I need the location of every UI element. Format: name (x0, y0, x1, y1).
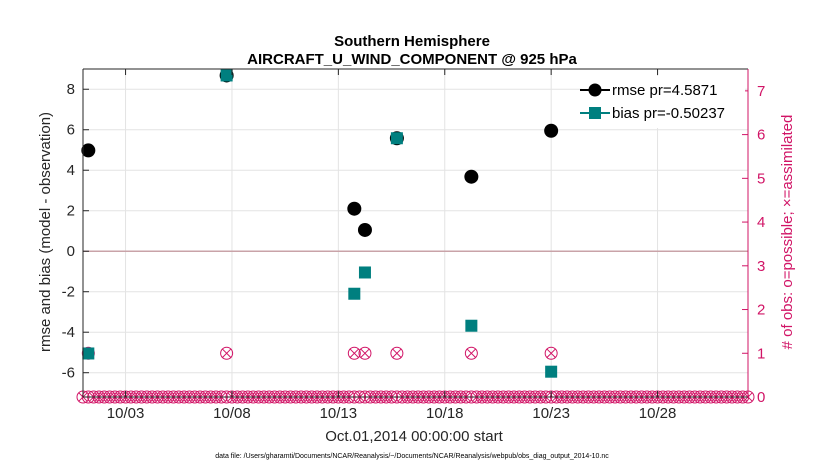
y-tick-label: 2 (67, 203, 75, 220)
y-tick-label: 4 (67, 162, 75, 179)
y-tick-label: 6 (67, 122, 75, 139)
obs-assimilated-marker (546, 348, 556, 358)
bias-point (348, 287, 361, 300)
bias-point (82, 347, 95, 360)
legend: rmse pr=4.5871 bias pr=-0.50237 (580, 76, 745, 128)
rmse-point (544, 123, 559, 138)
x-tick-label: 10/08 (213, 405, 251, 422)
bias-point (390, 132, 403, 145)
y-axis-label: rmse and bias (model - observation) (37, 112, 54, 352)
obs-possible-marker (464, 346, 478, 360)
y2-tick-label: 5 (757, 170, 765, 187)
data-series (81, 68, 559, 378)
legend-rmse-label: rmse pr=4.5871 (612, 82, 717, 99)
legend-box (582, 76, 745, 128)
obs-possible-marker (358, 346, 372, 360)
data-file-footnote: data file: /Users/gharamti/Documents/NCA… (215, 453, 609, 460)
rmse-point (464, 169, 479, 184)
y2-axis-label: # of obs: o=possible; ×=assimilated (779, 115, 796, 350)
rmse-point (347, 201, 362, 216)
chart-title: Southern Hemisphere (334, 33, 490, 50)
x-tick-label: 10/13 (320, 405, 358, 422)
x-axis-label: Oct.01,2014 00:00:00 start (325, 428, 503, 445)
obs-assimilated-marker (222, 348, 232, 358)
legend-bias-label: bias pr=-0.50237 (612, 105, 725, 122)
y-tick-label: -6 (62, 365, 75, 382)
y-tick-label: 8 (67, 81, 75, 98)
obs-possible-marker (390, 346, 404, 360)
obs-possible-marker (347, 346, 361, 360)
axes (82, 68, 749, 398)
legend-rmse-marker (588, 83, 602, 97)
x-tick-label: 10/03 (107, 405, 145, 422)
x-tick-label: 10/18 (426, 405, 464, 422)
y-tick-label: -2 (62, 284, 75, 301)
x-tick-label: 10/23 (532, 405, 570, 422)
y2-tick-label: 0 (757, 389, 765, 406)
y2-tick-label: 2 (757, 302, 765, 319)
bias-point (220, 69, 233, 82)
x-tick-label: 10/28 (639, 405, 677, 422)
y-tick-label: -4 (62, 324, 75, 341)
rmse-point (357, 222, 372, 237)
y2-tick-label: 6 (757, 127, 765, 144)
obs-assimilated-marker (349, 348, 359, 358)
bias-point (358, 266, 371, 279)
y2-tick-label: 7 (757, 83, 765, 100)
chart-subtitle: AIRCRAFT_U_WIND_COMPONENT @ 925 hPa (247, 51, 577, 68)
obs-possible-marker (220, 346, 234, 360)
legend-bias-marker (589, 107, 601, 119)
y2-tick-label: 4 (757, 214, 765, 231)
y2-tick-label: 1 (757, 345, 765, 362)
obs-possible-marker (544, 346, 558, 360)
y-tick-label: 0 (67, 243, 75, 260)
y2-tick-label: 3 (757, 258, 765, 275)
obs-assimilated-marker (360, 348, 370, 358)
obs-assimilated-marker (392, 348, 402, 358)
obs-assimilated-marker (466, 348, 476, 358)
tick-labels: 10/03 10/08 10/13 10/18 10/23 10/28 -6 -4 -2 0 2 4 6… (62, 81, 766, 422)
bias-point (545, 365, 558, 378)
rmse-point (81, 143, 96, 158)
bias-point (465, 319, 478, 332)
